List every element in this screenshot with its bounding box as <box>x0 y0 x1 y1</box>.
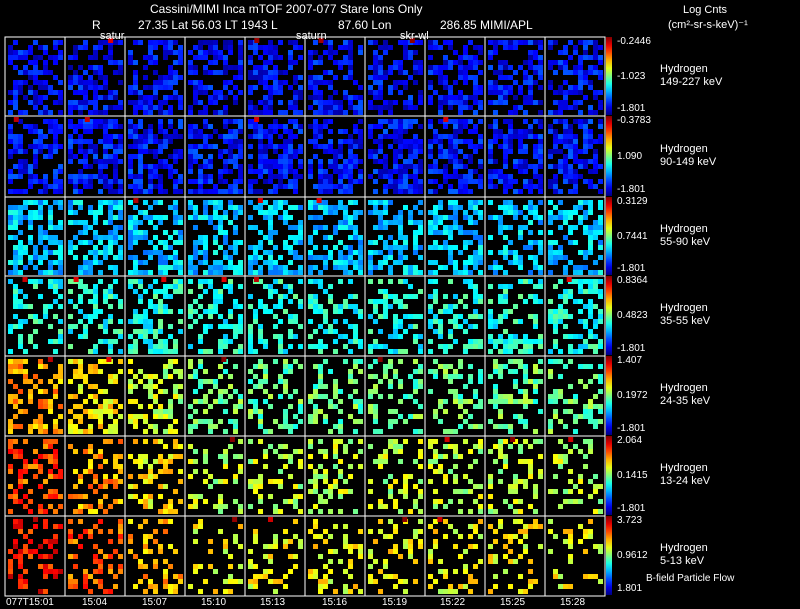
colorbar-max: -0.2446 <box>617 36 651 47</box>
pixel-layer <box>8 38 603 594</box>
species-label: Hydrogen <box>660 222 708 235</box>
log-label: Log Cnts <box>683 4 728 16</box>
species-label: Hydrogen <box>660 142 708 155</box>
colorbar-max: 0.8364 <box>617 275 648 286</box>
time-tick: 15:19 <box>382 597 408 608</box>
energy-label: 5-13 keV <box>660 555 705 567</box>
colorbar-mid: 0.4823 <box>617 310 648 321</box>
lon-label: 87.60 Lon <box>338 18 392 32</box>
species-label: Hydrogen <box>660 302 708 314</box>
energy-label: 24-35 keV <box>660 395 711 407</box>
colorbar-min: -1.801 <box>617 184 646 195</box>
energy-label: 13-24 keV <box>660 475 711 487</box>
colorbar-max: -0.3783 <box>617 115 651 126</box>
time-tick: 15:04 <box>82 597 108 608</box>
colorbar-max: 2.064 <box>617 435 643 446</box>
colorbar-mid: 1.090 <box>617 150 643 162</box>
colorbar-min: -1.801 <box>617 103 646 114</box>
bfield-flow-label: B-field Particle Flow <box>646 573 735 584</box>
colorbar <box>606 37 612 115</box>
colorbar <box>606 116 612 196</box>
colorbar-max: 1.407 <box>617 355 643 366</box>
species-label: Hydrogen <box>660 62 708 75</box>
energy-label: 35-55 keV <box>660 315 711 327</box>
r-label: R <box>92 18 101 32</box>
species-label: Hydrogen <box>660 462 708 474</box>
energy-label: 55-90 keV <box>660 235 711 248</box>
species-label: Hydrogen <box>660 382 708 394</box>
colorbar-min: -1.801 <box>617 263 646 274</box>
species-label: Hydrogen <box>660 542 708 554</box>
time-tick: 15:13 <box>260 597 286 608</box>
energy-label: 149-227 keV <box>660 75 723 88</box>
overlay-tag-satur: satur <box>100 30 125 42</box>
colorbar <box>606 197 612 275</box>
colorbar-mid: 0.1415 <box>617 470 648 481</box>
colorbar-min: -1.801 <box>617 423 646 434</box>
colorbar-max: 0.3129 <box>617 196 648 207</box>
colorbar <box>606 356 612 435</box>
time-tick: 15:22 <box>440 597 466 608</box>
time-tick: 15:28 <box>560 597 586 608</box>
overlay-tag-skr: skr-wl <box>400 30 429 42</box>
time-tick: 15:07 <box>142 597 168 608</box>
colorbar-mid: -1.023 <box>617 70 646 82</box>
colorbar-min: -1.801 <box>617 503 646 514</box>
overlay-tag-saturn: saturn <box>296 30 327 42</box>
colorbar-mid: 0.1972 <box>617 390 648 401</box>
title-line: Cassini/MIMI Inca mTOF 2007-077 Stare Io… <box>150 2 423 16</box>
colorbar-mid: 0.9612 <box>617 550 648 561</box>
colorbar-min: -1.801 <box>617 343 646 354</box>
energy-label: 90-149 keV <box>660 155 717 168</box>
colorbar <box>606 436 612 515</box>
time-tick: 15:16 <box>322 597 348 608</box>
grid-lines <box>4 36 606 597</box>
time-tick: 077T15:01 <box>6 597 54 608</box>
time-tick: 15:25 <box>500 597 526 608</box>
units-label: (cm²-sr-s-keV)⁻¹ <box>668 19 748 31</box>
colorbar-max: 3.723 <box>617 515 643 526</box>
colorbar-mid: 0.7441 <box>617 230 648 242</box>
colorbar-min: 1.801 <box>617 583 643 594</box>
position-line: 27.35 Lat 56.03 LT 1943 L <box>138 18 278 32</box>
mimi-line: 286.85 MIMI/APL <box>440 18 533 32</box>
colorbar <box>606 276 612 355</box>
time-tick: 15:10 <box>201 597 227 608</box>
colorbar <box>606 516 612 595</box>
